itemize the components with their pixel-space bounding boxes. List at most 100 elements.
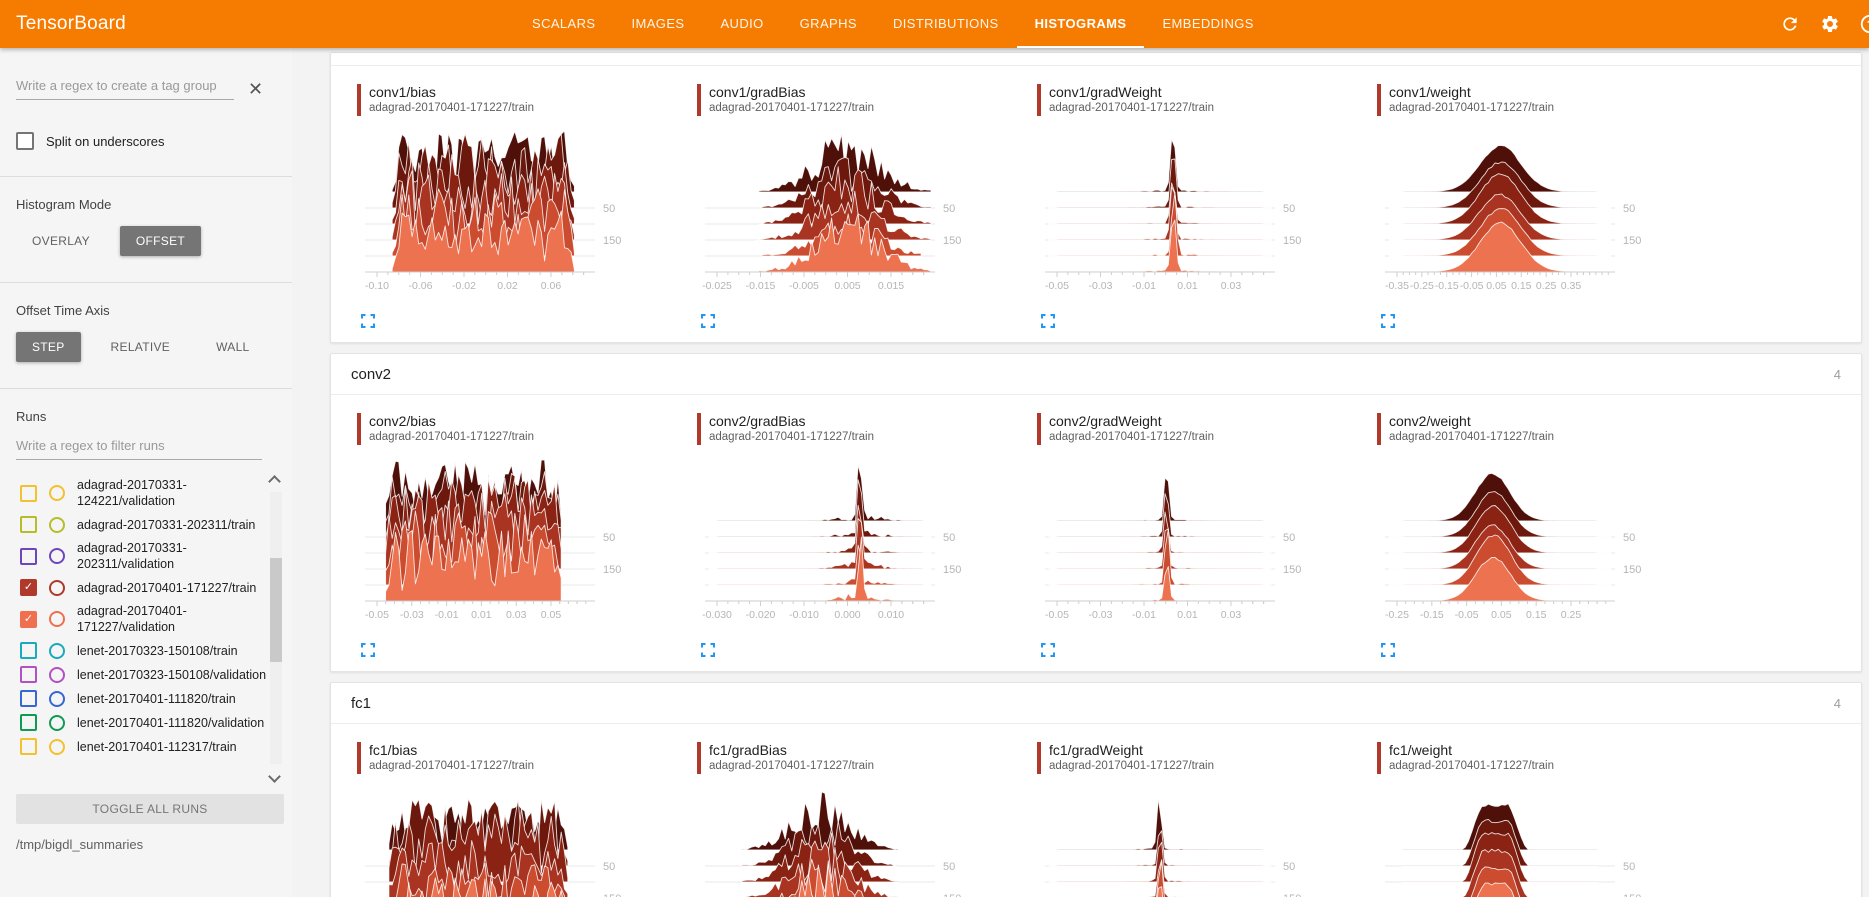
expand-icon[interactable] [361, 314, 377, 330]
nav-tabs: SCALARS IMAGES AUDIO GRAPHS DISTRIBUTIONS HIS… [514, 0, 1272, 48]
run-name: adagrad-20170401-171227/validation [77, 604, 187, 634]
run-checkbox[interactable] [20, 642, 37, 659]
run-radio[interactable] [49, 690, 65, 707]
tile-header: conv2/weight adagrad-20170401-171227/trai… [1377, 413, 1717, 445]
svg-text:150: 150 [1623, 235, 1641, 247]
tab-audio[interactable]: AUDIO [720, 15, 764, 31]
offset-time-axis-relative-button[interactable]: RELATIVE [95, 332, 187, 362]
ridgeline-histogram-chart[interactable]: 50 150 [357, 784, 677, 897]
expand-icon[interactable] [701, 314, 717, 330]
runs-scrollbar-thumb[interactable] [270, 558, 282, 662]
help-icon[interactable]: ? [1859, 13, 1869, 35]
tag-name: fc1/gradBias [709, 742, 787, 758]
offset-time-axis-label: Offset Time Axis [16, 303, 110, 318]
run-row[interactable]: lenet-20170401-111820/validation [16, 714, 284, 731]
svg-text:50: 50 [603, 861, 615, 873]
settings-icon[interactable] [1819, 13, 1841, 35]
split-underscores-checkbox-row[interactable]: Split on underscores [16, 132, 292, 150]
svg-text:50: 50 [1283, 861, 1295, 873]
ridgeline-histogram-chart[interactable]: 50 150 -0.05 -0.03 -0.01 0.01 0.03 [1037, 126, 1357, 308]
run-row[interactable]: ✓ adagrad-20170401-171227/train [16, 579, 284, 596]
svg-text:-0.030: -0.030 [702, 609, 732, 621]
scroll-down-icon[interactable] [268, 770, 281, 783]
tile-header: fc1/weight adagrad-20170401-171227/train [1377, 742, 1717, 774]
histogram-mode-offset-button[interactable]: OFFSET [119, 226, 202, 256]
runs-filter-input[interactable] [16, 434, 262, 460]
tab-histograms[interactable]: HISTOGRAMS [1016, 0, 1145, 48]
run-row[interactable]: lenet-20170323-150108/validation [16, 666, 284, 683]
ridgeline-histogram-chart[interactable]: 50 150 -0.030 -0.020 -0.010 0.000 0.010 [697, 455, 1017, 637]
svg-text:-0.15: -0.15 [1420, 609, 1444, 621]
tab-scalars[interactable]: SCALARS [532, 15, 596, 31]
offset-time-axis-wall-button[interactable]: WALL [200, 332, 265, 362]
run-checkbox[interactable]: ✓ [20, 610, 37, 628]
ridgeline-histogram-chart[interactable]: 50 150 -0.25 -0.15 -0.05 0.05 0.15 0.25 [1377, 455, 1697, 637]
ridgeline-histogram-chart[interactable]: 50 150 -0.35 -0.25 -0.15 -0.05 0.05 0.15 0.25 0.3… [1377, 126, 1697, 308]
run-radio[interactable] [49, 516, 65, 533]
tile-titles: conv1/weight adagrad-20170401-171227/trai… [1389, 84, 1554, 116]
histogram-mode-overlay-button[interactable]: OVERLAY [16, 226, 106, 256]
run-checkbox[interactable] [20, 666, 37, 683]
run-radio[interactable] [49, 485, 65, 501]
expand-icon[interactable] [361, 643, 377, 659]
run-row[interactable]: adagrad-20170331-124221/validation [16, 477, 284, 509]
tab-distributions[interactable]: DISTRIBUTIONS [892, 15, 999, 31]
expand-icon[interactable] [1381, 314, 1397, 330]
ridgeline-histogram-chart[interactable]: 50 150 -0.05 -0.03 -0.01 0.01 0.03 [1037, 455, 1357, 637]
expand-icon[interactable] [1041, 314, 1057, 330]
run-checkbox[interactable] [20, 714, 37, 731]
run-checkbox[interactable] [20, 690, 37, 707]
toggle-all-runs-button[interactable]: TOGGLE ALL RUNS [16, 794, 284, 824]
svg-text:-0.005: -0.005 [789, 280, 819, 292]
offset-time-axis-step-button[interactable]: STEP [16, 332, 81, 362]
ridgeline-histogram-chart[interactable]: 50 150 -0.025 -0.015 -0.005 0.005 0.015 [697, 126, 1017, 308]
run-radio[interactable] [49, 714, 65, 731]
run-row[interactable]: ✓ adagrad-20170401-171227/validation [16, 603, 284, 635]
run-name: adagrad-20170401-171227/train [77, 580, 257, 595]
ridgeline-histogram-chart[interactable]: 50 150 [1037, 784, 1357, 897]
tab-images[interactable]: IMAGES [631, 15, 685, 31]
tile-header: conv1/gradBias adagrad-20170401-171227/tr… [697, 84, 1037, 116]
sidebar-divider [0, 176, 292, 177]
run-row[interactable]: lenet-20170323-150108/train [16, 642, 284, 659]
ridgeline-histogram-chart[interactable]: 50 150 -0.05 -0.03 -0.01 0.01 0.03 0.05 [357, 455, 677, 637]
run-radio[interactable] [49, 642, 65, 659]
category-header[interactable]: fc1 4 [331, 683, 1861, 724]
tag-filter-input[interactable] [16, 74, 234, 100]
run-row[interactable]: adagrad-20170331-202311/validation [16, 540, 284, 572]
run-subtitle: adagrad-20170401-171227/train [1389, 760, 1554, 772]
run-row[interactable]: lenet-20170401-111820/train [16, 690, 284, 707]
tab-graphs[interactable]: GRAPHS [799, 15, 857, 31]
close-icon[interactable]: ✕ [248, 79, 264, 99]
ridgeline-histogram-chart[interactable]: 50 150 -0.10 -0.06 -0.02 0.02 0.06 [357, 126, 677, 308]
run-radio[interactable] [49, 611, 65, 627]
run-name: adagrad-20170331-202311/validation [77, 541, 187, 571]
svg-text:150: 150 [1283, 235, 1301, 247]
expand-icon[interactable] [701, 643, 717, 659]
run-row[interactable]: adagrad-20170331-202311/train [16, 516, 284, 533]
split-underscores-checkbox[interactable] [16, 132, 34, 150]
tab-embeddings[interactable]: EMBEDDINGS [1162, 15, 1254, 31]
histogram-mode-label: Histogram Mode [16, 197, 112, 212]
expand-icon[interactable] [1041, 643, 1057, 659]
category-count: 4 [1833, 367, 1841, 382]
category-card: conv1/bias adagrad-20170401-171227/train 5… [330, 52, 1862, 343]
ridgeline-histogram-chart[interactable]: 50 150 [1377, 784, 1697, 897]
refresh-icon[interactable] [1779, 13, 1801, 35]
svg-text:50: 50 [943, 203, 955, 215]
run-checkbox[interactable] [20, 484, 37, 502]
run-checkbox[interactable]: ✓ [20, 579, 37, 596]
scroll-up-icon[interactable] [268, 474, 281, 488]
ridgeline-histogram-chart[interactable]: 50 150 [697, 784, 1017, 897]
expand-icon[interactable] [1381, 643, 1397, 659]
tile-titles: fc1/gradBias adagrad-20170401-171227/trai… [709, 742, 874, 774]
run-radio[interactable] [49, 666, 65, 683]
run-radio[interactable] [49, 579, 65, 596]
run-radio[interactable] [49, 548, 65, 564]
run-checkbox[interactable] [20, 516, 37, 533]
run-row[interactable]: lenet-20170401-112317/train [16, 738, 284, 755]
run-checkbox[interactable] [20, 738, 37, 755]
category-header[interactable]: conv2 4 [331, 354, 1861, 395]
run-radio[interactable] [49, 738, 65, 755]
run-checkbox[interactable] [20, 547, 37, 565]
